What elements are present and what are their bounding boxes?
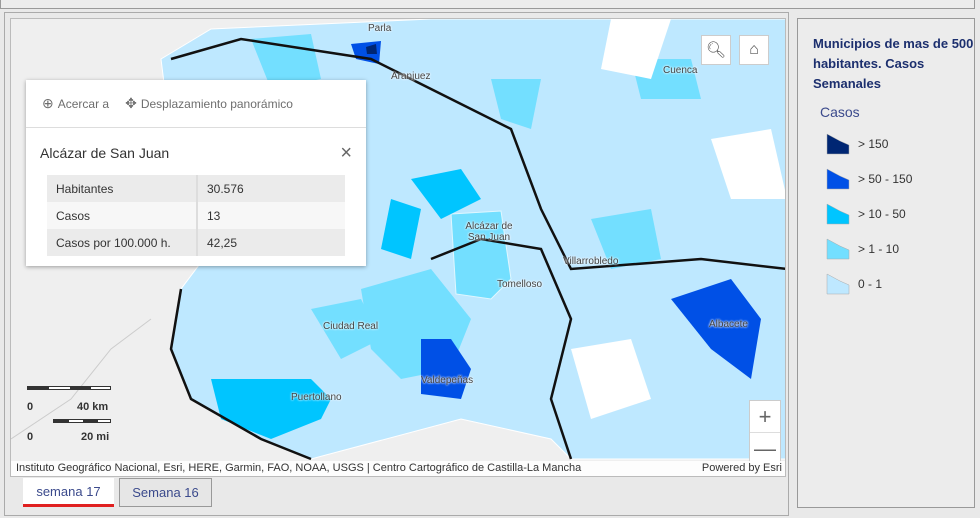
legend-label: > 150 [858, 136, 889, 151]
pan-label: Desplazamiento panorámico [140, 96, 293, 111]
field-value: 30.576 [207, 181, 244, 196]
place-label: Puertollano [291, 392, 342, 403]
legend-swatch [826, 203, 850, 224]
table-row: Casos por 100.000 h. 42,25 [47, 229, 345, 256]
week-tabs: semana 17 Semana 16 [23, 478, 212, 507]
search-button[interactable]: 🔍︎ [701, 35, 731, 65]
place-label: Tomelloso [497, 279, 543, 290]
legend-item: 0 - 1 [826, 272, 974, 295]
attribution: Instituto Geográfico Nacional, Esri, HER… [11, 461, 785, 476]
legend-label: > 10 - 50 [858, 206, 906, 221]
home-button[interactable]: ⌂ [739, 35, 769, 65]
scale-mi-zero: 0 [27, 431, 34, 443]
legend-swatch [826, 133, 850, 154]
place-label: Villarrobledo [563, 256, 619, 267]
close-icon[interactable]: × [340, 142, 352, 164]
zoom-in-icon: ⊕ [42, 95, 54, 111]
zoom-control: + — [749, 400, 781, 466]
legend-label: > 50 - 150 [858, 171, 913, 186]
tab-semana-16[interactable]: Semana 16 [119, 478, 212, 507]
scale-km-zero: 0 [27, 401, 34, 413]
scale-mi: 20 mi [81, 431, 110, 443]
legend-title: Municipios de mas de 500 habitantes. Cas… [813, 36, 974, 91]
legend-field: Casos [820, 104, 860, 120]
place-label: Albacete [709, 319, 748, 330]
table-row: Casos 13 [47, 202, 345, 229]
popup-title: Alcázar de San Juan [40, 145, 170, 161]
tab-semana-17[interactable]: semana 17 [23, 478, 114, 507]
move-icon: ✥ [125, 95, 137, 111]
zoom-out-button[interactable]: — [754, 436, 776, 461]
field-value: 42,25 [207, 235, 238, 250]
place-label: Cuenca [663, 65, 698, 76]
table-row: Habitantes 30.576 [47, 175, 345, 202]
place-label: Valdepeñas [421, 375, 474, 386]
search-icon: 🔍︎ [705, 42, 727, 59]
legend-label: 0 - 1 [858, 276, 883, 291]
scale-km: 40 km [77, 401, 109, 413]
legend-panel: Municipios de mas de 500 habitantes. Cas… [797, 18, 975, 508]
zoom-to-action[interactable]: ⊕ Acercar a [42, 95, 109, 112]
place-label: Ciudad Real [323, 321, 379, 332]
place-label: Parla [368, 23, 392, 34]
zoom-in-button[interactable]: + [750, 401, 780, 433]
zoom-to-label: Acercar a [57, 96, 110, 111]
legend-item: > 1 - 10 [826, 237, 974, 260]
field-name: Habitantes [47, 175, 198, 202]
legend-item: > 10 - 50 [826, 202, 974, 225]
place-label: Alcázar de San Juan [465, 221, 513, 243]
legend-swatch [826, 168, 850, 189]
field-name: Casos [47, 202, 198, 229]
legend-label: > 1 - 10 [858, 241, 900, 256]
map-frame [4, 12, 789, 516]
attribution-text: Instituto Geográfico Nacional, Esri, HER… [16, 462, 582, 474]
field-value: 13 [207, 208, 221, 223]
legend-item: > 50 - 150 [826, 167, 974, 190]
legend-item: > 150 [826, 132, 974, 155]
attribute-table: Habitantes 30.576 Casos 13 Casos por 100.0… [47, 175, 345, 256]
top-bar [0, 0, 975, 9]
feature-popup: ⊕ Acercar a ✥ Desplazamiento panorámico Al… [26, 80, 366, 266]
legend-swatch [826, 238, 850, 259]
place-label: Aranjuez [391, 71, 431, 82]
pan-action[interactable]: ✥ Desplazamiento panorámico [125, 95, 293, 112]
legend-swatch [826, 273, 850, 294]
powered-by-esri[interactable]: Powered by Esri [701, 462, 782, 474]
field-name: Casos por 100.000 h. [47, 229, 198, 256]
home-icon: ⌂ [749, 41, 759, 58]
